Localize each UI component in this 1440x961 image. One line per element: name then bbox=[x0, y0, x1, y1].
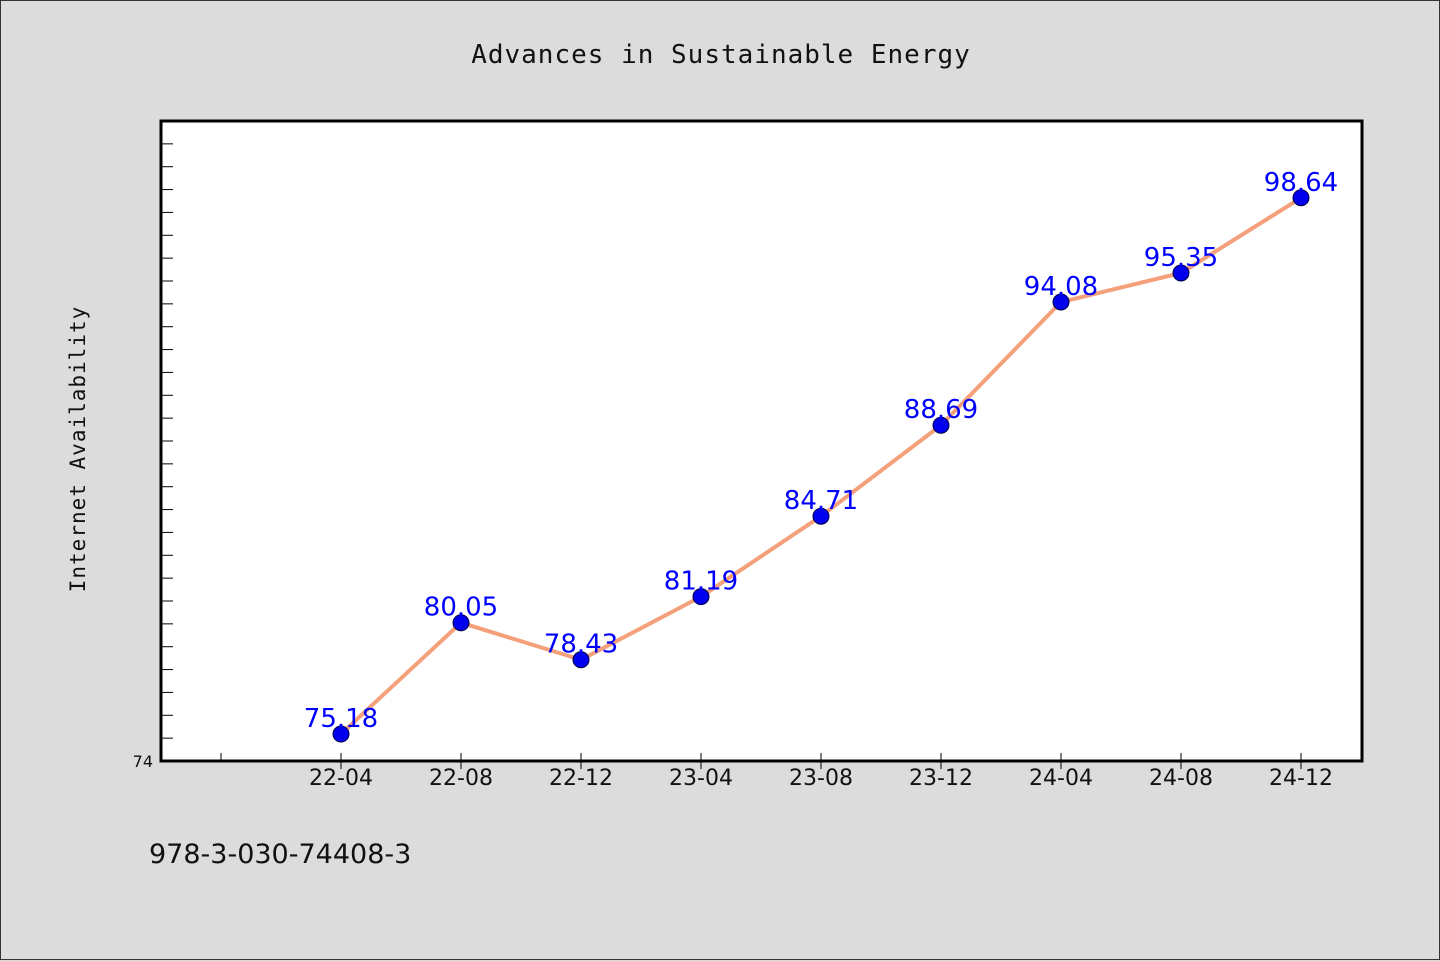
data-label: 88.69 bbox=[904, 395, 978, 425]
data-label: 80.05 bbox=[424, 593, 498, 623]
data-label: 84.71 bbox=[784, 486, 858, 516]
series-layer bbox=[332, 189, 1310, 743]
data-point bbox=[1052, 293, 1070, 311]
data-point bbox=[932, 416, 950, 434]
data-point bbox=[692, 588, 710, 606]
x-tick-label: 22-08 bbox=[429, 766, 493, 791]
data-label: 94.08 bbox=[1024, 272, 1098, 302]
x-tick-label: 22-04 bbox=[309, 766, 373, 791]
data-point bbox=[332, 725, 350, 743]
plot-area bbox=[159, 119, 1364, 763]
footnote-text: 978-3-030-74408-3 bbox=[149, 839, 411, 870]
data-label: 75.18 bbox=[304, 704, 378, 734]
x-tick-label: 23-12 bbox=[909, 766, 973, 791]
data-point bbox=[1172, 264, 1190, 282]
data-point bbox=[1292, 189, 1310, 207]
data-point bbox=[452, 614, 470, 632]
data-label: 81.19 bbox=[664, 567, 738, 597]
x-axis-ticks: 22-04 22-08 22-12 23-04 23-08 23-12 24-04 24-08… bbox=[220, 753, 1333, 791]
data-point bbox=[812, 507, 830, 525]
y-tick-label: 74 bbox=[133, 752, 153, 771]
x-tick-label: 22-12 bbox=[549, 766, 613, 791]
x-tick-label: 24-04 bbox=[1029, 766, 1093, 791]
x-tick-label: 23-08 bbox=[789, 766, 853, 791]
data-label: 98.64 bbox=[1264, 168, 1338, 198]
data-label: 95.35 bbox=[1144, 243, 1218, 273]
chart-title: Advances in Sustainable Energy bbox=[471, 40, 971, 70]
y-axis-label: Internet Availability bbox=[66, 306, 90, 593]
data-label: 78.43 bbox=[544, 630, 618, 660]
x-tick-label: 24-08 bbox=[1149, 766, 1213, 791]
x-tick-label: 23-04 bbox=[669, 766, 733, 791]
data-labels-layer: 75.18 80.05 78.43 81.19 84.71 88.69 94.08 95.35… bbox=[304, 168, 1338, 734]
x-tick-label: 24-12 bbox=[1269, 766, 1333, 791]
data-point bbox=[572, 651, 590, 669]
y-axis-ticks: 74 bbox=[133, 120, 173, 771]
